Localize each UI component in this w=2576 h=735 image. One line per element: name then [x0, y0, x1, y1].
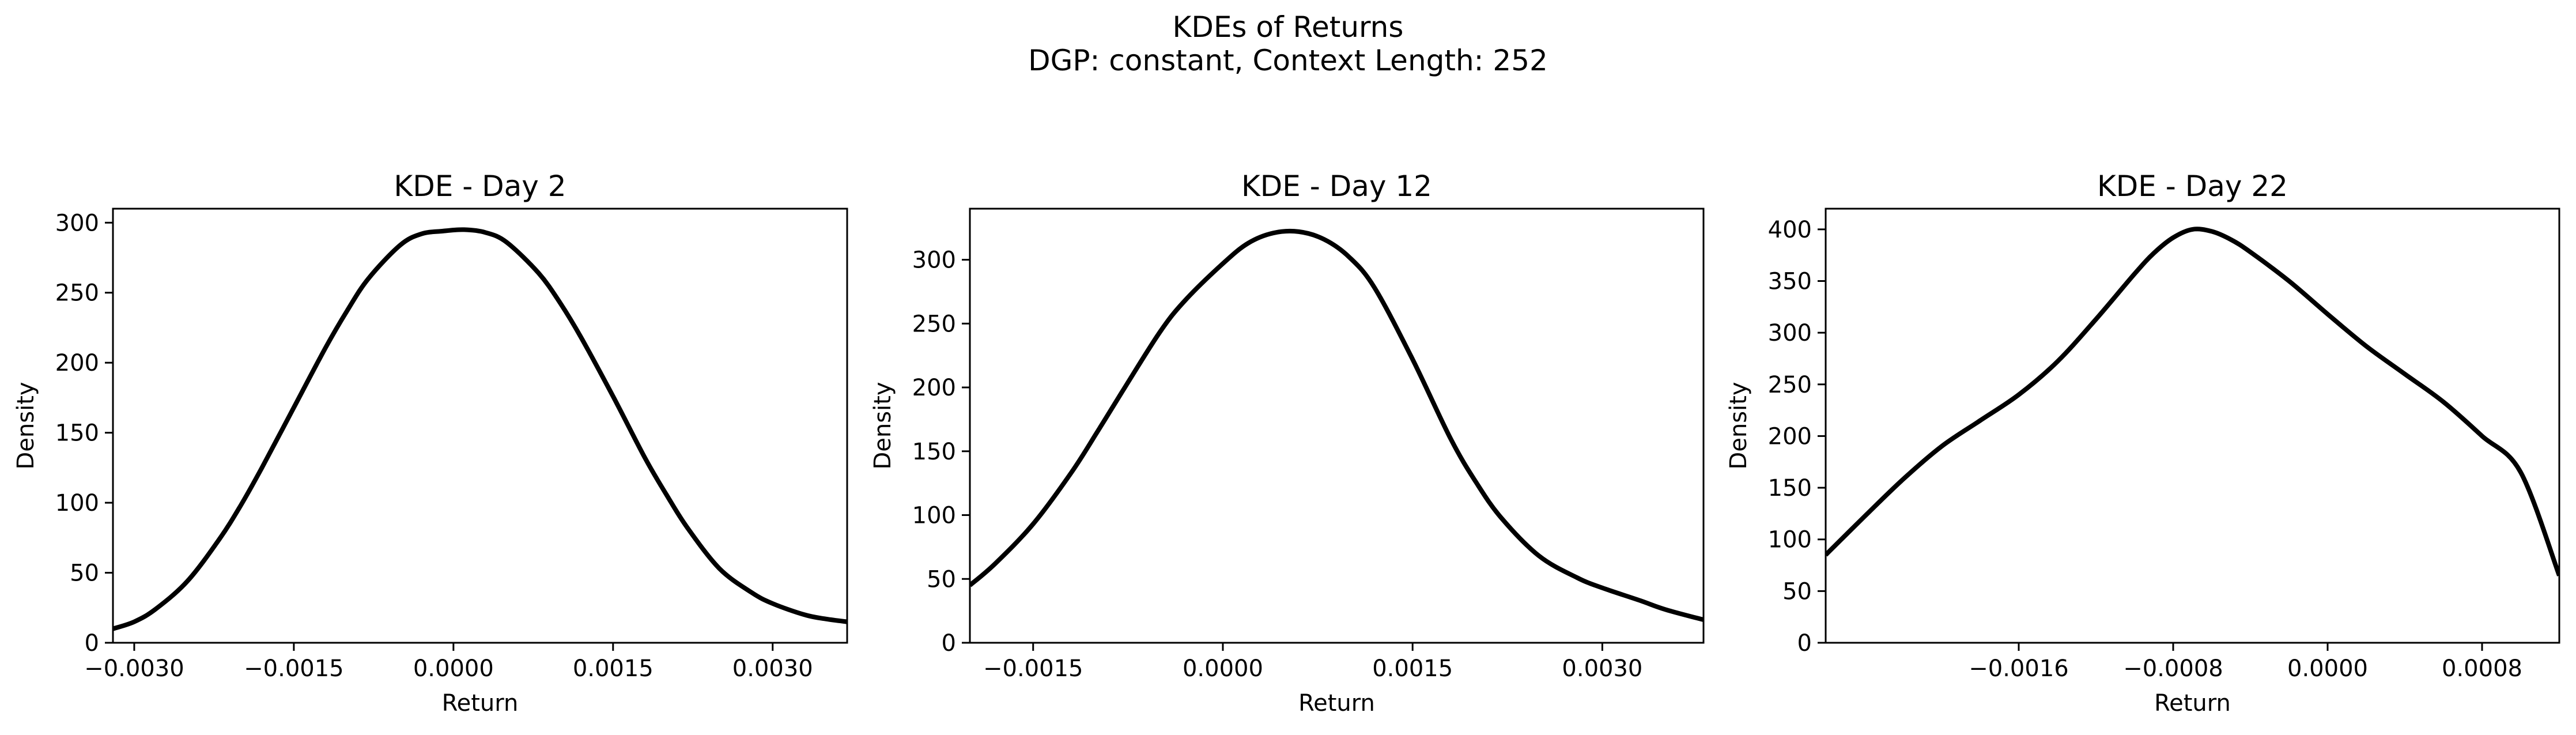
plot-title: KDE - Day 2 — [394, 169, 566, 203]
y-tick-label: 150 — [912, 439, 956, 465]
x-axis-label: Return — [2154, 690, 2231, 717]
axes-frame — [1825, 208, 2560, 644]
y-tick-label: 200 — [912, 375, 956, 401]
figure-title: KDEs of Returns — [1172, 10, 1404, 44]
y-tick-label: 0 — [1797, 630, 1812, 657]
subplot-2: KDE - Day 12 −0.0015 0.0000 0.0015 0.0030 0 50… — [870, 169, 1705, 717]
y-tick-label: 300 — [55, 210, 99, 236]
x-axis-label: Return — [442, 690, 519, 717]
y-tick-label: 300 — [912, 247, 956, 274]
x-tick-label: 0.0015 — [573, 655, 654, 682]
kde-line — [1826, 227, 2559, 576]
y-tick-label: 50 — [927, 566, 956, 593]
y-tick-label: 300 — [1768, 320, 1812, 346]
axes-frame — [112, 208, 848, 644]
y-tick-label: 250 — [55, 280, 99, 307]
y-tick-label: 250 — [912, 311, 956, 337]
x-tick-label: 0.0000 — [413, 655, 494, 682]
y-tick-label: 100 — [912, 503, 956, 529]
x-tick-label: −0.0015 — [983, 655, 1083, 682]
y-tick-label: 200 — [1768, 423, 1812, 450]
x-tick-label: −0.0030 — [84, 655, 184, 682]
x-tick-label: 0.0008 — [2442, 655, 2522, 682]
y-tick-label: 200 — [55, 350, 99, 376]
subplot-3: KDE - Day 22 −0.0016 −0.0008 0.0000 0.0008 0 5… — [1725, 169, 2560, 717]
x-tick-label: 0.0030 — [1562, 655, 1642, 682]
y-tick-label: 150 — [55, 420, 99, 447]
x-tick-label: 0.0000 — [1183, 655, 1263, 682]
x-axis-label: Return — [1298, 690, 1375, 717]
x-tick-label: 0.0015 — [1372, 655, 1453, 682]
y-tick-label: 50 — [70, 560, 99, 587]
plot-title: KDE - Day 12 — [1241, 169, 1432, 203]
plot-title: KDE - Day 22 — [2097, 169, 2288, 203]
y-axis-label: Density — [13, 382, 39, 469]
kde-line — [113, 227, 847, 631]
y-tick-label: 400 — [1768, 217, 1812, 243]
y-tick-label: 100 — [1768, 527, 1812, 553]
y-axis-label: Density — [1725, 382, 1752, 469]
x-tick-label: −0.0008 — [2123, 655, 2223, 682]
y-tick-label: 50 — [1782, 578, 1812, 605]
y-tick-label: 0 — [942, 630, 956, 657]
x-tick-label: −0.0015 — [244, 655, 343, 682]
y-tick-label: 150 — [1768, 475, 1812, 502]
y-tick-label: 100 — [55, 490, 99, 517]
x-tick-label: 0.0030 — [732, 655, 813, 682]
kde-line — [970, 228, 1704, 622]
axes-frame — [969, 208, 1705, 644]
subplot-1: KDE - Day 2 −0.0030 −0.0015 0.0000 0.0015 0.0… — [13, 169, 848, 717]
figure-subtitle: DGP: constant, Context Length: 252 — [1028, 44, 1548, 77]
x-tick-label: 0.0000 — [2287, 655, 2368, 682]
x-tick-label: −0.0016 — [1969, 655, 2068, 682]
y-axis-label: Density — [870, 382, 896, 469]
y-tick-label: 0 — [85, 630, 99, 657]
y-tick-label: 350 — [1768, 269, 1812, 295]
y-tick-label: 250 — [1768, 372, 1812, 398]
